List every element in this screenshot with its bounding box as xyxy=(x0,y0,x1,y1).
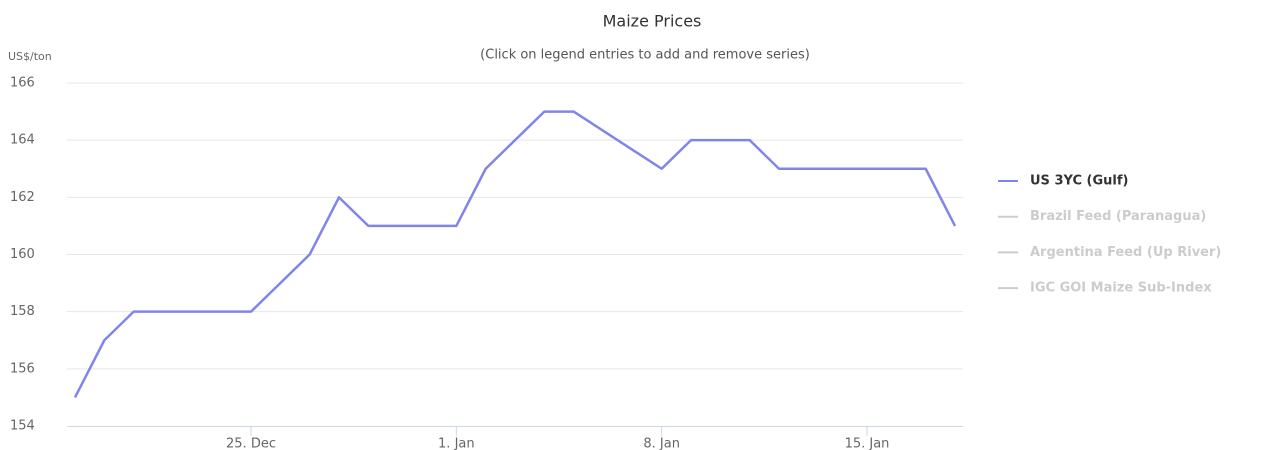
legend-item[interactable]: US 3YC (Gulf) xyxy=(1030,174,1128,189)
chart-title: Maize Prices xyxy=(603,12,702,31)
y-tick-label: 166 xyxy=(10,76,35,91)
legend-item[interactable]: Argentina Feed (Up River) xyxy=(1030,245,1221,260)
x-tick-label: 15. Jan xyxy=(845,437,890,450)
chart-subtitle: (Click on legend entries to add and remo… xyxy=(480,48,810,63)
legend-item[interactable]: IGC GOI Maize Sub-Index xyxy=(1030,281,1212,296)
y-axis-label: US$/ton xyxy=(8,50,52,63)
y-tick-label: 158 xyxy=(10,304,35,319)
x-tick-label: 8. Jan xyxy=(643,437,680,450)
y-tick-label: 156 xyxy=(10,361,35,376)
x-tick-label: 1. Jan xyxy=(438,437,475,450)
y-tick-label: 164 xyxy=(10,133,35,148)
y-tick-label: 154 xyxy=(10,419,35,434)
series-line xyxy=(73,110,957,398)
legend-item[interactable]: Brazil Feed (Paranagua) xyxy=(1030,209,1206,224)
y-tick-label: 162 xyxy=(10,190,35,205)
y-tick-label: 160 xyxy=(10,247,35,262)
x-tick-label: 25. Dec xyxy=(226,437,276,450)
